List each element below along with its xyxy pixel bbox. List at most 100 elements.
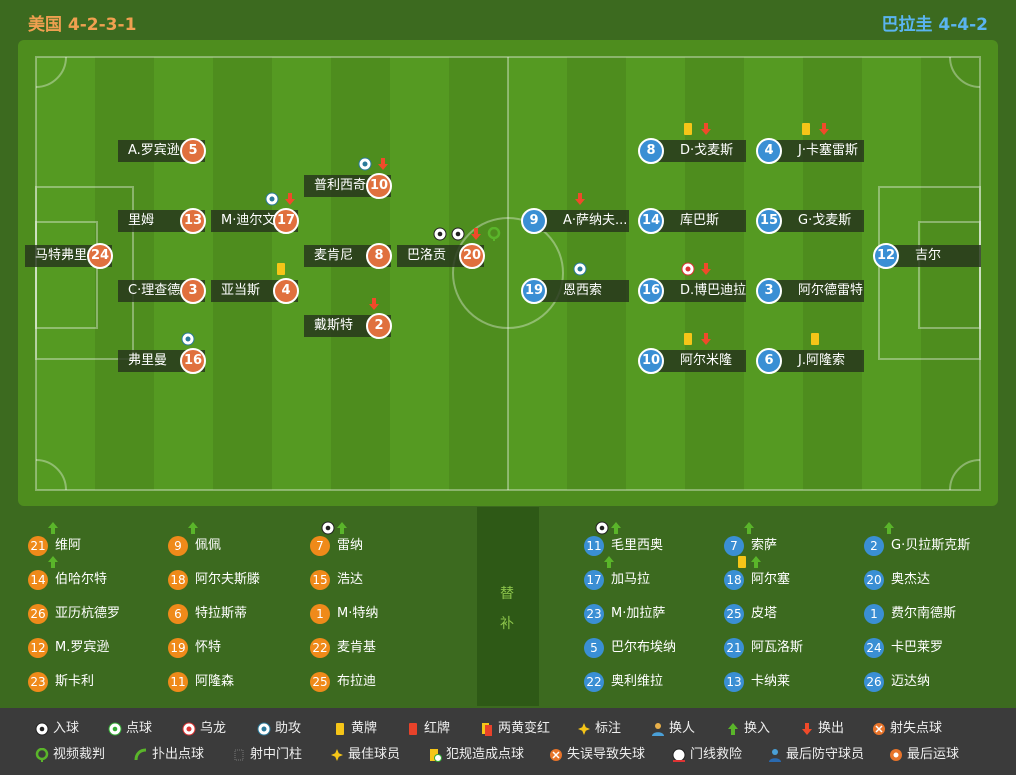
out-icon (802, 723, 812, 735)
sub-number: 26 (864, 672, 884, 692)
player-label: 戴斯特 2 (304, 313, 392, 339)
out-icon (819, 123, 829, 135)
goal-icon (35, 722, 49, 736)
in-icon (744, 522, 754, 534)
player-label: M·迪尔文 17 (211, 208, 299, 234)
miss-icon (550, 749, 562, 761)
player-label: 阿尔德雷特 3 (756, 278, 864, 304)
legend-item: 黄牌 (351, 721, 378, 736)
star-icon (331, 749, 343, 761)
legend-item: 换入 (744, 721, 771, 736)
goal-icon (433, 227, 447, 241)
player-number: 16 (638, 278, 664, 304)
player-number: 10 (638, 348, 664, 374)
sub-number: 7 (310, 536, 330, 556)
player-number: 3 (180, 278, 206, 304)
sub-number: 9 (168, 536, 188, 556)
sub-number: 17 (584, 570, 604, 590)
sub-name: 阿隆森 (195, 674, 235, 689)
player-name: 弗里曼 (128, 353, 168, 368)
sub-number: 21 (28, 536, 48, 556)
sub-name: 皮塔 (751, 606, 778, 621)
legend-item: 最佳球员 (348, 747, 401, 762)
own-icon (681, 262, 695, 276)
sub-name: M·特纳 (337, 606, 379, 621)
home-formation: 美国 4-2-3-1 (28, 15, 137, 35)
own-icon (182, 722, 196, 736)
player-name: 巴洛贡 (407, 248, 447, 263)
sub-name: 阿尔塞 (751, 572, 791, 587)
last-icon (890, 749, 902, 761)
player-number: 19 (521, 278, 547, 304)
player-label: 普利西奇 10 (304, 173, 392, 199)
sub-name: 卡巴莱罗 (891, 640, 944, 655)
player-number: 12 (873, 243, 899, 269)
player-name: J·卡塞雷斯 (798, 143, 858, 158)
player-number: 2 (366, 313, 392, 339)
sub-name: M.罗宾逊 (55, 640, 110, 655)
legend-item: 失误导致失球 (567, 747, 646, 762)
sub-number: 23 (28, 672, 48, 692)
player-name: 阿尔米隆 (680, 353, 733, 368)
player-label: J·卡塞雷斯 4 (756, 138, 864, 164)
sub-number: 14 (28, 570, 48, 590)
in-icon (188, 522, 198, 534)
red-icon (409, 723, 417, 735)
sub-name: 迈达纳 (891, 674, 931, 689)
sub-name: 卡纳莱 (751, 674, 791, 689)
sub-number: 15 (310, 570, 330, 590)
legend-item: 犯规造成点球 (446, 747, 525, 762)
legend-item: 两黄变红 (498, 721, 551, 736)
legend-item: 红牌 (424, 721, 451, 736)
out-icon (701, 123, 711, 135)
sub-number: 6 (168, 604, 188, 624)
player-label: 里姆 13 (118, 208, 206, 234)
sub-name: 斯卡利 (55, 674, 95, 689)
sub-number: 20 (864, 570, 884, 590)
player-name: A·萨纳夫... (563, 213, 628, 228)
save-icon (134, 748, 147, 761)
player-number: 3 (756, 278, 782, 304)
legend-item: 最后运球 (907, 747, 960, 762)
out-icon (701, 263, 711, 275)
player-number: 17 (273, 208, 299, 234)
player-number: 10 (366, 173, 392, 199)
sub-number: 11 (584, 536, 604, 556)
in-icon (337, 522, 347, 534)
sub-name: 加马拉 (611, 572, 651, 587)
player-label: 马特弗里 24 (25, 243, 113, 269)
in-icon (751, 556, 761, 568)
sub-name: 布拉迪 (337, 674, 377, 689)
player-label: A.罗宾逊 5 (118, 138, 206, 164)
legend-item: 扑出点球 (152, 747, 205, 762)
player-name: 普利西奇 (314, 178, 367, 193)
legend-item: 换出 (818, 721, 845, 736)
in-icon (728, 723, 738, 735)
out-icon (575, 193, 585, 205)
sub-number: 11 (168, 672, 188, 692)
sub-number: 1 (864, 604, 884, 624)
sub-number: 22 (310, 638, 330, 658)
subs-label: 补 (500, 616, 514, 632)
pen-icon (108, 722, 122, 736)
legend-item: 最后防守球员 (786, 747, 865, 762)
sub-number: 23 (584, 604, 604, 624)
sub-number: 12 (28, 638, 48, 658)
assist-icon (573, 262, 587, 276)
sub-name: 奥利维拉 (611, 674, 664, 689)
player-number: 15 (756, 208, 782, 234)
player-name: 吉尔 (915, 248, 942, 263)
legend-item: 点球 (126, 721, 153, 736)
player-number: 9 (521, 208, 547, 234)
sub-name: 佩佩 (195, 538, 222, 553)
def-icon (769, 749, 781, 762)
sub-name: 阿尔夫斯滕 (195, 572, 261, 587)
player-number: 4 (756, 138, 782, 164)
in-icon (884, 522, 894, 534)
player-label: 阿尔米隆 10 (638, 348, 746, 374)
player-label: 恩西索 19 (521, 278, 629, 304)
sub-name: 亚历杭德罗 (55, 606, 121, 621)
sub-number: 5 (584, 638, 604, 658)
out-icon (369, 298, 379, 310)
